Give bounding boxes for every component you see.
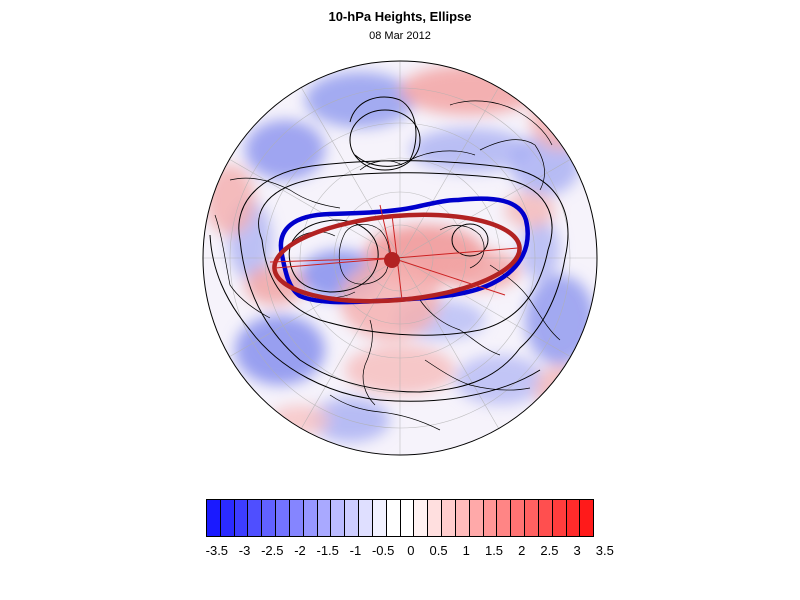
colorbar-box [580,500,594,536]
colorbar-label: -1 [349,543,362,558]
colorbar-box [428,500,443,536]
colorbar-label: 0.5 [429,543,448,558]
colorbar [206,499,594,537]
colorbar-label: -3.5 [205,543,229,558]
colorbar-box [538,500,553,536]
anomaly-field [203,61,597,455]
colorbar-box [276,500,290,536]
colorbar-box [345,500,360,536]
colorbar-box [483,500,498,536]
colorbar-box [400,500,415,536]
colorbar-label: -3 [238,543,251,558]
colorbar-box [525,500,539,536]
colorbar-label: -0.5 [371,543,395,558]
colorbar-box [207,500,221,536]
graticule [203,61,597,455]
colorbar-box [497,500,512,536]
observed-vortex-edge [278,196,530,305]
colorbar-label: 2.5 [540,543,559,558]
colorbar-box [552,500,567,536]
ellipse-center-marker [384,252,400,268]
colorbar-box [372,500,387,536]
map-border [202,60,598,456]
colorbar-box [359,500,373,536]
colorbar-label: 3 [573,543,581,558]
colorbar-label: 1 [462,543,470,558]
fitted-ellipse [272,212,522,304]
colorbar-box [414,500,429,536]
colorbar-label: -1.5 [316,543,339,558]
colorbar-box [234,500,249,536]
colorbar-label: 3.5 [595,543,614,558]
colorbar-box [386,500,401,536]
colorbar-box [442,500,456,536]
colorbar-box [331,500,346,536]
colorbar-box [317,500,332,536]
map-date: 08 Mar 2012 [369,30,431,42]
colorbar-box [303,500,318,536]
colorbar-box [262,500,277,536]
colorbar-label: -2 [294,543,306,558]
colorbar-box [248,500,263,536]
colorbar-box [455,500,470,536]
colorbar-box [469,500,484,536]
colorbar-box [289,500,304,536]
colorbar-label: 1.5 [484,543,504,558]
colorbar-label: -2.5 [261,543,284,558]
colorbar-box [566,500,581,536]
colorbar-box [220,500,235,536]
colorbar-labels: -3.5 -3 -2.5 -2 -1.5 -1 -0.5 0 0.5 1 1.5 2 2.5 3 3.5 [0,543,800,563]
colorbar-label: 2 [518,543,526,558]
map-title: 10-hPa Heights, Ellipse [328,9,472,24]
coastlines [214,100,561,431]
colorbar-box [511,500,526,536]
colorbar-label: 0 [407,543,415,558]
